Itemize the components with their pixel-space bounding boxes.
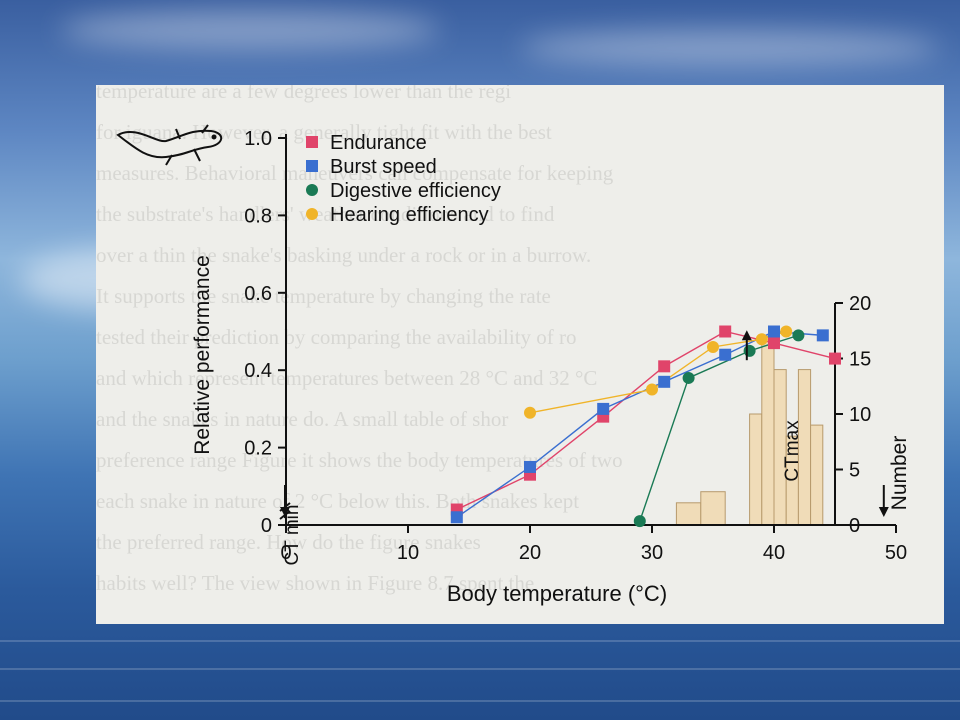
background-text-line: It supports the snake temperature by cha… xyxy=(96,284,551,308)
x-tick-label: 20 xyxy=(519,542,541,564)
chart-axes: 0 10 20 30 40 50 0 0.2 0.4 0.6 0.8 1.0 0 5 10 15 20 xyxy=(244,128,907,564)
data-point xyxy=(524,460,536,473)
background-text-line: over a thin the snake's basking under a … xyxy=(96,243,592,267)
y2-tick-label: 5 xyxy=(849,460,860,482)
data-point xyxy=(829,352,841,365)
lizard-icon xyxy=(116,124,223,166)
background-text-line: habits well? The view shown in Figure 8.… xyxy=(96,571,535,595)
water-ripple xyxy=(0,668,960,670)
data-point xyxy=(707,340,719,353)
histogram-bar xyxy=(761,335,775,526)
background-text-line: and which represent temperatures between… xyxy=(96,366,598,390)
histogram-bar xyxy=(810,424,824,526)
data-point xyxy=(816,329,829,342)
legend-marker xyxy=(306,208,318,220)
background-text-line: temperature are a few degrees lower than… xyxy=(96,85,512,103)
data-point xyxy=(755,333,768,346)
ctmin-label: CT min xyxy=(282,505,303,566)
legend-marker xyxy=(306,184,318,196)
y-tick-label: 0.2 xyxy=(244,438,272,460)
y-tick-label: 0.6 xyxy=(244,283,272,305)
ctmax-arrowhead xyxy=(878,507,889,517)
cloud-streak xyxy=(520,30,940,66)
x-tick-label: 40 xyxy=(763,542,785,564)
y-tick-label: 0.4 xyxy=(244,360,272,382)
legend-marker xyxy=(306,160,318,172)
x-tick-label: 0 xyxy=(280,542,291,564)
y2-axis-label: Number xyxy=(888,436,911,511)
data-point xyxy=(719,348,732,361)
background-text-line: tested their prediction by comparing the… xyxy=(96,325,577,349)
legend-label: Endurance xyxy=(330,132,427,154)
y2-tick-label: 15 xyxy=(849,349,871,371)
x-tick-label: 10 xyxy=(397,542,419,564)
preferred-temp-arrowhead xyxy=(741,330,752,341)
data-point xyxy=(658,360,671,373)
y-tick-label: 0 xyxy=(261,515,272,537)
y2-tick-label: 20 xyxy=(849,293,871,315)
y-axis-label: Relative performance xyxy=(191,255,214,455)
figure-panel: temperature are a few degrees lower than… xyxy=(96,85,944,624)
legend-label: Hearing efficiency xyxy=(330,204,489,226)
y2-tick-label: 0 xyxy=(849,515,860,537)
data-point xyxy=(450,511,463,524)
data-point xyxy=(768,337,780,350)
legend-marker xyxy=(306,136,318,148)
data-point xyxy=(524,406,536,419)
water-ripple xyxy=(0,700,960,702)
data-point xyxy=(597,402,610,415)
y-tick-label: 0.8 xyxy=(244,205,272,227)
histogram-bar xyxy=(675,502,702,526)
data-point xyxy=(792,329,805,342)
histogram-layer xyxy=(675,335,824,526)
background-text-line: the substrate's handlers' weather condit… xyxy=(96,202,555,226)
chart-annotations: CT min CTmax Relative performance Number… xyxy=(191,255,911,606)
legend-label: Digestive efficiency xyxy=(330,180,501,202)
background-text-line: the preferred range. How do the figure s… xyxy=(96,530,481,554)
data-point xyxy=(743,344,756,357)
background-text-line: measures. Behavioral maneuvers can compe… xyxy=(96,161,614,185)
x-tick-label: 50 xyxy=(885,542,907,564)
cloud-streak xyxy=(60,10,440,50)
background-text-line: and the snakes in nature do. A small tab… xyxy=(96,407,509,431)
data-point xyxy=(633,515,646,528)
ctmin-arrowhead xyxy=(280,507,290,517)
ctmax-label: CTmax xyxy=(782,420,803,482)
background-text-line: each snake in nature of 2 °C below this.… xyxy=(96,489,580,513)
histogram-bar xyxy=(749,413,763,526)
x-axis-label: Body temperature (°C) xyxy=(447,581,667,606)
data-point xyxy=(768,325,780,338)
data-point xyxy=(658,375,671,388)
data-point xyxy=(780,325,793,338)
water-ripple xyxy=(0,640,960,642)
histogram-bar xyxy=(700,491,726,526)
legend-label: Burst speed xyxy=(330,156,437,178)
data-point xyxy=(719,325,732,338)
data-point xyxy=(646,383,658,396)
y2-tick-label: 10 xyxy=(849,404,871,426)
data-point xyxy=(682,371,695,384)
performance-chart: 0 10 20 30 40 50 0 0.2 0.4 0.6 0.8 1.0 0 5 10 15 20 Endu… xyxy=(116,124,911,606)
y-tick-label: 1.0 xyxy=(244,128,272,150)
x-tick-label: 30 xyxy=(641,542,663,564)
